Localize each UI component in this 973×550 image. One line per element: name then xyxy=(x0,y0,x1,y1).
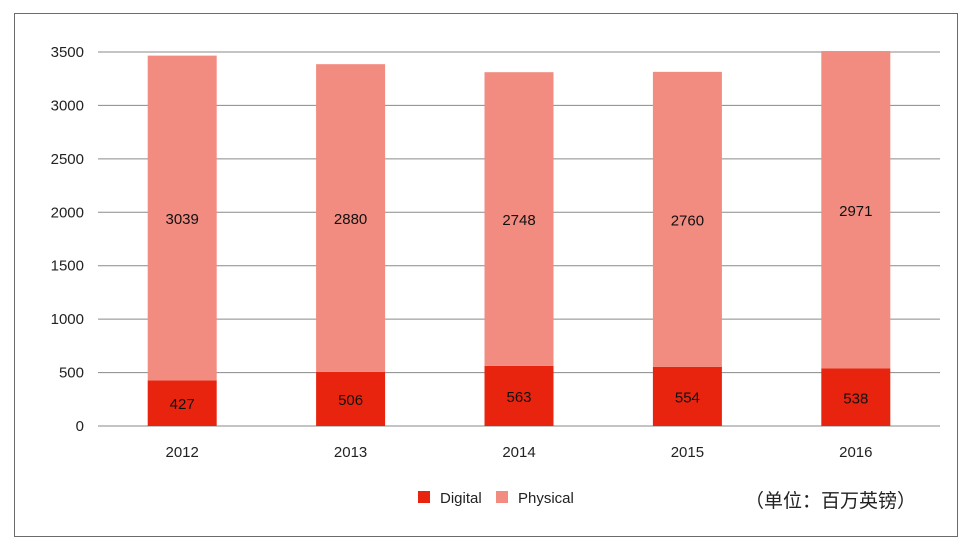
data-label-digital-2016: 538 xyxy=(843,390,868,407)
bar-digital-2013 xyxy=(316,371,386,426)
legend-swatch-digital xyxy=(418,491,430,503)
legend-label-digital: Digital xyxy=(440,490,482,507)
bar-digital-2015 xyxy=(652,366,722,426)
y-tick-label: 1000 xyxy=(51,311,84,328)
x-tick-label-2016: 2016 xyxy=(839,444,872,461)
bar-physical-2015 xyxy=(652,71,722,367)
data-label-physical-2013: 2880 xyxy=(334,211,367,228)
y-tick-label: 3000 xyxy=(51,97,84,114)
data-label-digital-2015: 554 xyxy=(675,389,700,406)
y-tick-label: 0 xyxy=(76,418,84,435)
data-label-digital-2014: 563 xyxy=(506,389,531,406)
data-label-physical-2015: 2760 xyxy=(671,212,704,229)
bar-digital-2014 xyxy=(484,365,554,426)
legend-swatch-physical xyxy=(496,491,508,503)
legend-label-physical: Physical xyxy=(518,490,574,507)
bar-physical-2013 xyxy=(316,64,386,372)
y-tick-label: 3500 xyxy=(51,44,84,61)
bar-physical-2016 xyxy=(821,51,891,369)
x-tick-label-2014: 2014 xyxy=(502,444,535,461)
y-tick-label: 1500 xyxy=(51,258,84,275)
data-labels: 427 3039 506 2880 563 2748 554 2760 538 2971 xyxy=(166,203,873,413)
data-label-physical-2016: 2971 xyxy=(839,203,872,220)
x-tick-label-2012: 2012 xyxy=(166,444,199,461)
data-label-physical-2012: 3039 xyxy=(166,211,199,228)
y-axis-tick-labels: 0 500 1000 1500 2000 2500 3000 3500 xyxy=(51,44,84,435)
x-axis-tick-labels: 2012 2013 2014 2015 2016 xyxy=(166,444,873,461)
y-tick-label: 2000 xyxy=(51,204,84,221)
legend: Digital Physical xyxy=(418,490,574,507)
x-tick-label-2015: 2015 xyxy=(671,444,704,461)
data-label-digital-2012: 427 xyxy=(170,396,195,413)
bar-physical-2012 xyxy=(147,55,217,381)
bar-digital-2012 xyxy=(147,380,217,426)
unit-note: （单位：百万英镑） xyxy=(745,490,917,512)
y-tick-label: 2500 xyxy=(51,151,84,168)
y-tick-label: 500 xyxy=(59,365,84,382)
data-label-physical-2014: 2748 xyxy=(502,212,535,229)
data-label-digital-2013: 506 xyxy=(338,392,363,409)
bars xyxy=(147,51,891,426)
bar-digital-2016 xyxy=(821,368,891,426)
bar-physical-2014 xyxy=(484,72,554,366)
x-tick-label-2013: 2013 xyxy=(334,444,367,461)
